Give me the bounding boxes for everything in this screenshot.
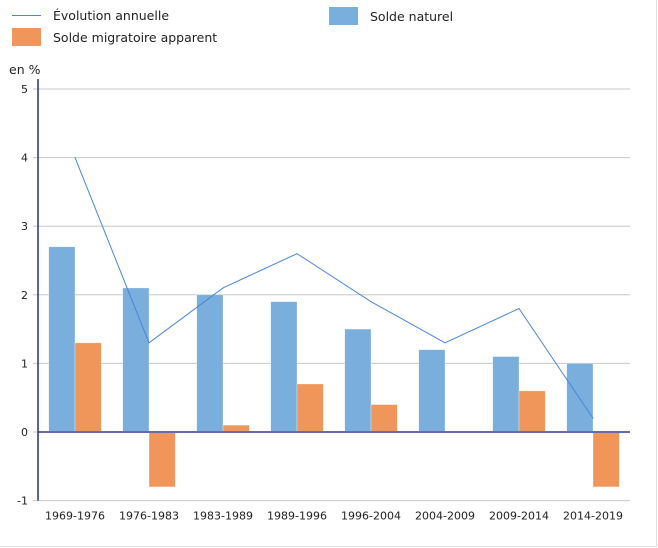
x-tick-label: 2004-2009 — [415, 510, 475, 523]
y-axis-unit-label: en % — [9, 62, 41, 77]
x-tick-label: 1996-2004 — [341, 510, 401, 523]
bar-solde-naturel — [344, 328, 372, 433]
x-tick-label: 1989-1996 — [267, 510, 327, 523]
x-tick-label: 2009-2014 — [489, 510, 549, 523]
y-tick-label: 0 — [21, 426, 28, 439]
line-point — [592, 417, 594, 419]
x-tick-label: 1969-1976 — [45, 510, 105, 523]
legend-item-solde-naturel: Solde naturel — [329, 7, 453, 25]
bar-solde-naturel — [48, 246, 76, 433]
legend-label: Solde migratoire apparent — [53, 29, 218, 45]
bar-solde-naturel — [196, 294, 224, 433]
x-tick-label: 1983-1989 — [193, 510, 253, 523]
bar-solde-naturel — [122, 287, 150, 433]
x-tick-label: 2014-2019 — [563, 510, 623, 523]
legend-label: Solde naturel — [370, 8, 454, 24]
legend-swatch-icon — [12, 28, 41, 46]
bar-solde-migratoire — [518, 390, 546, 433]
bar-solde-naturel — [566, 363, 594, 433]
bar-solde-migratoire — [296, 383, 324, 433]
bar-solde-naturel — [270, 301, 298, 433]
bar-solde-migratoire — [222, 424, 250, 433]
legend-swatch-icon — [329, 7, 358, 25]
legend-item-evolution: Évolution annuelle — [12, 8, 169, 23]
bar-solde-migratoire — [592, 431, 620, 488]
line-point — [148, 342, 150, 344]
bar-solde-migratoire — [148, 431, 176, 488]
bar-solde-migratoire — [370, 404, 398, 433]
bar-solde-naturel — [418, 349, 446, 433]
y-tick-label: 4 — [21, 152, 28, 165]
y-tick-label: 5 — [21, 83, 28, 96]
y-tick-label: 1 — [21, 357, 28, 370]
legend-line-icon — [12, 15, 41, 16]
line-point — [222, 287, 224, 289]
x-tick-label: 1976-1983 — [119, 510, 179, 523]
legend-item-solde-migratoire: Solde migratoire apparent — [12, 28, 217, 46]
line-point — [518, 308, 520, 310]
line-evolution-annuelle — [74, 157, 594, 419]
y-tick-label: 2 — [21, 289, 28, 302]
line-point — [296, 253, 298, 255]
line-point — [370, 301, 372, 303]
legend-label: Évolution annuelle — [53, 8, 170, 23]
y-tick-label: 3 — [21, 220, 28, 233]
line-point — [444, 342, 446, 344]
bar-solde-naturel — [492, 356, 520, 433]
y-tick-label: -1 — [17, 495, 28, 508]
line-point — [74, 157, 76, 159]
bar-solde-migratoire — [74, 342, 102, 433]
